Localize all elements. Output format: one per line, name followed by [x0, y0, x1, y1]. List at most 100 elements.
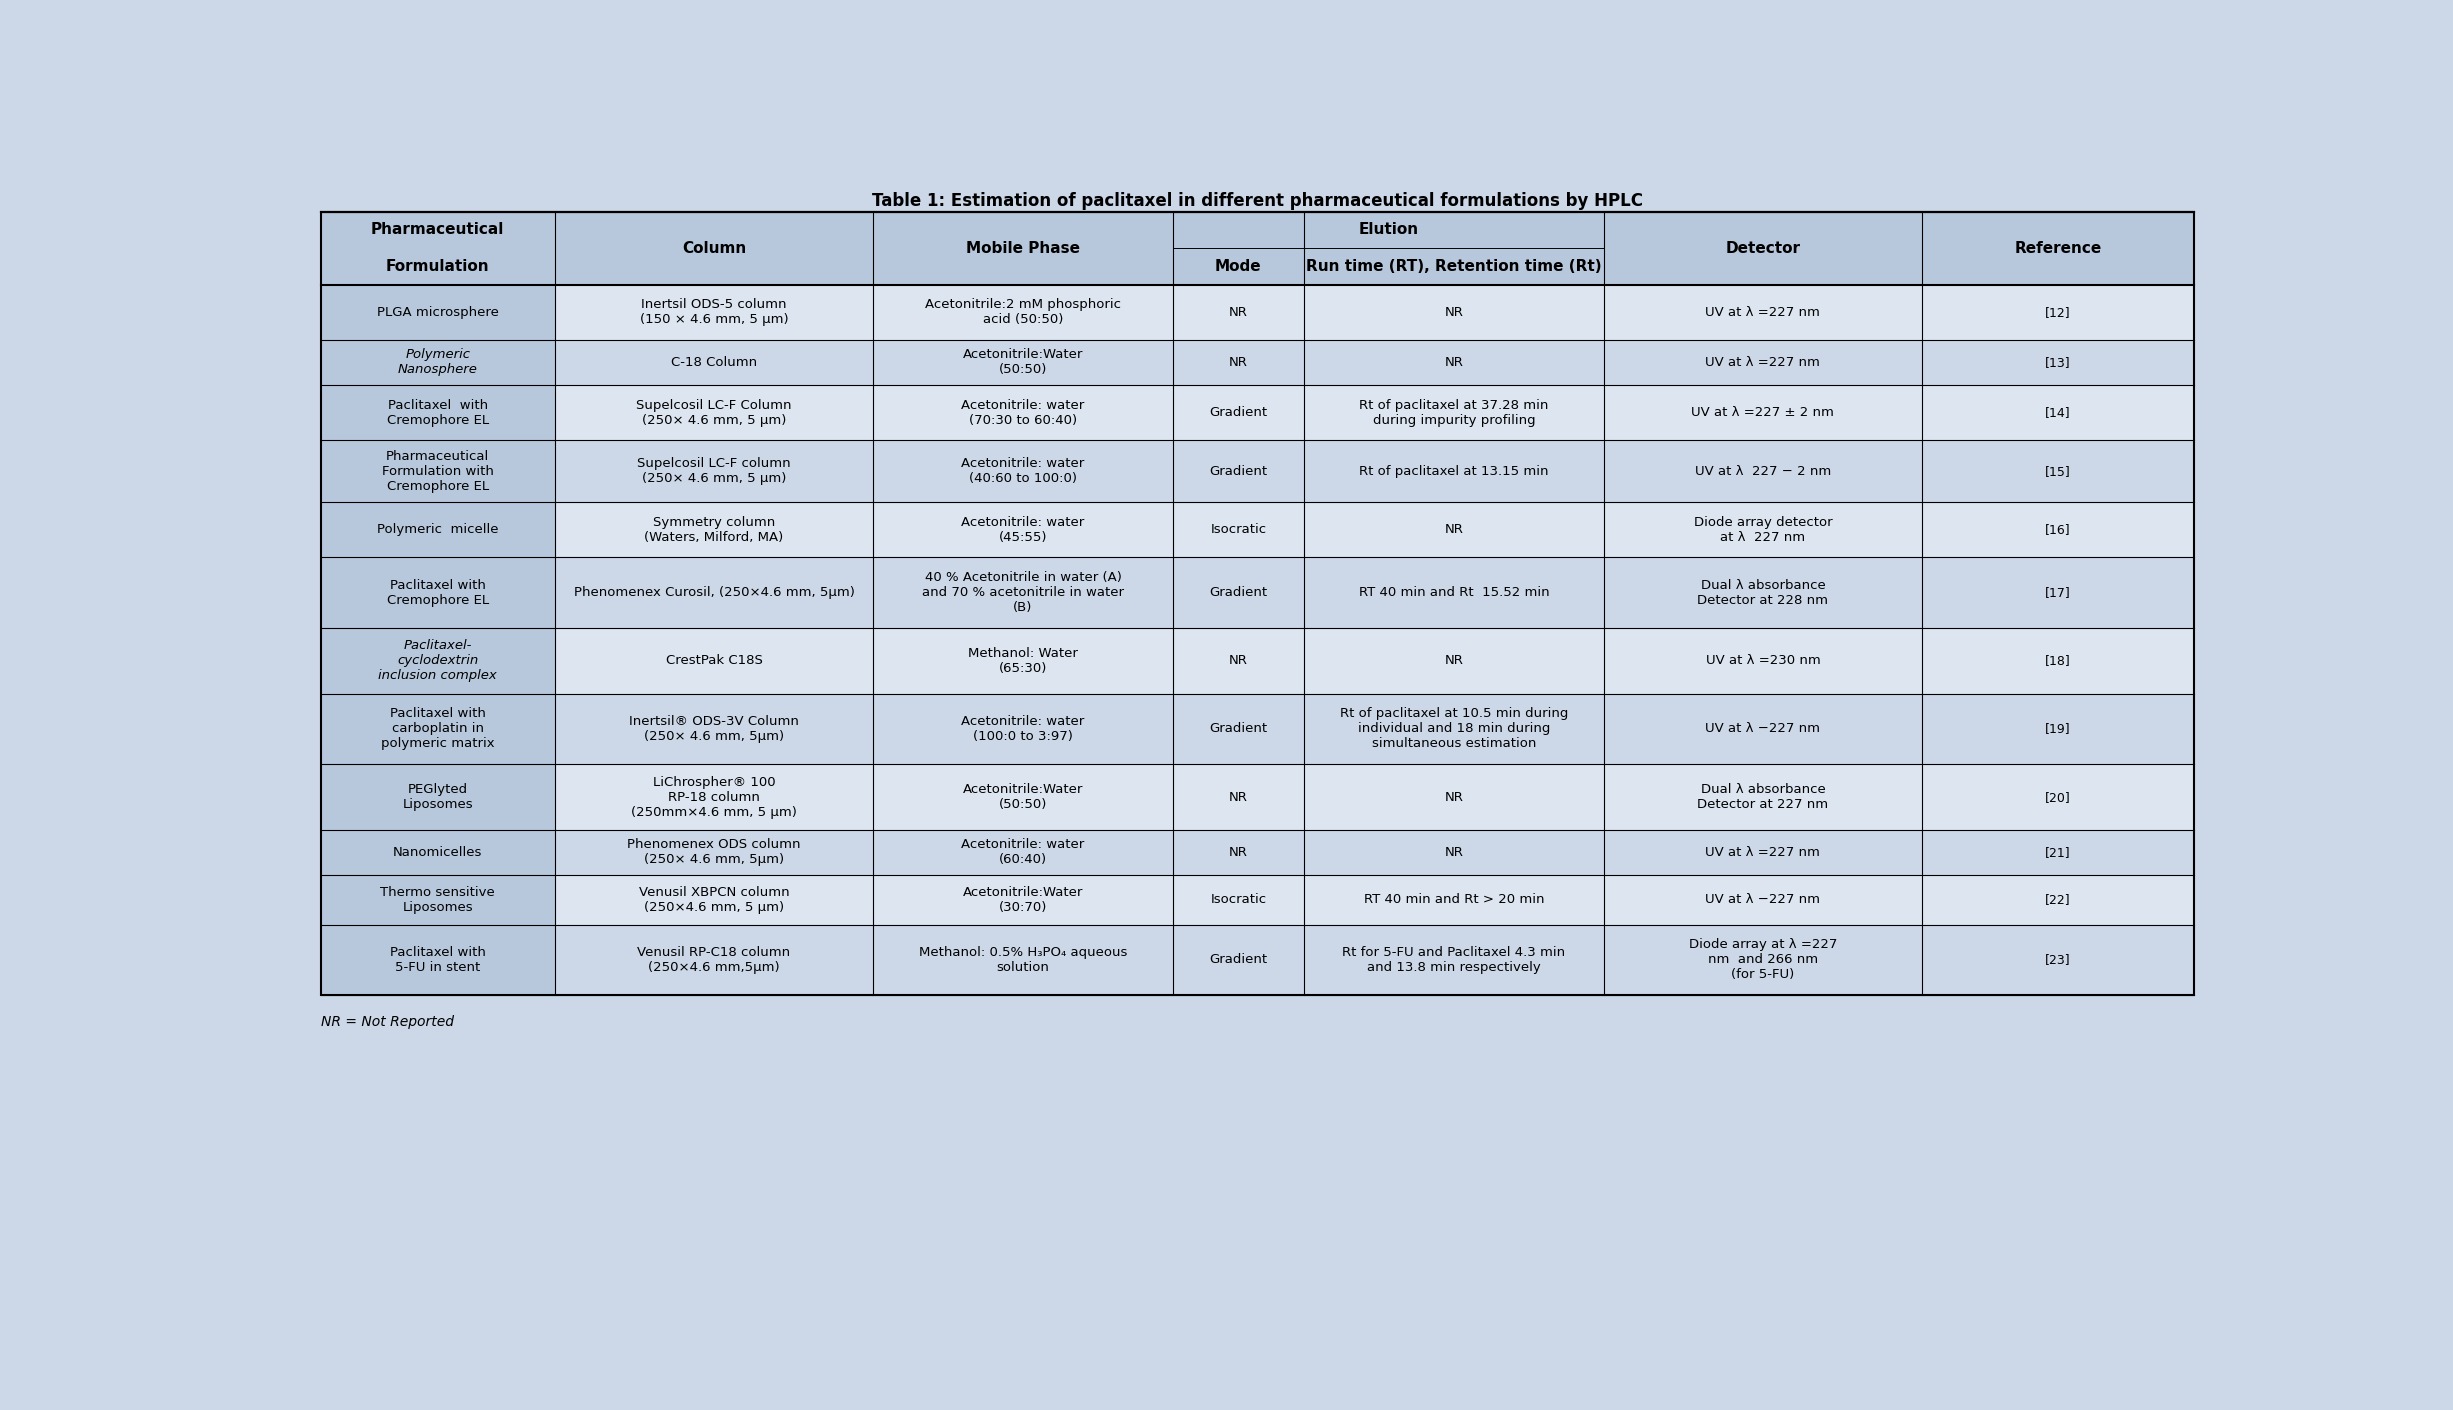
- Text: Paclitaxel with
Cremophore EL: Paclitaxel with Cremophore EL: [388, 578, 488, 606]
- Text: LiChrospher® 100
RP-18 column
(250mm×4.6 mm, 5 μm): LiChrospher® 100 RP-18 column (250mm×4.6…: [630, 776, 797, 819]
- Text: Gradient: Gradient: [1209, 464, 1268, 478]
- Text: [14]: [14]: [2046, 406, 2070, 419]
- Bar: [321, 874, 554, 925]
- Text: NR: NR: [1229, 846, 1249, 859]
- Text: Methanol: Water
(65:30): Methanol: Water (65:30): [969, 647, 1077, 675]
- Text: Gradient: Gradient: [1209, 722, 1268, 736]
- Bar: [321, 285, 554, 340]
- Bar: [321, 385, 554, 440]
- Bar: [554, 440, 2193, 502]
- Text: Acetonitrile: water
(100:0 to 3:97): Acetonitrile: water (100:0 to 3:97): [962, 715, 1084, 743]
- Text: [18]: [18]: [2046, 654, 2070, 667]
- Text: UV at λ −227 nm: UV at λ −227 nm: [1705, 893, 1820, 907]
- Text: NR: NR: [1445, 846, 1464, 859]
- Text: NR: NR: [1445, 654, 1464, 667]
- Text: CrestPak C18S: CrestPak C18S: [665, 654, 763, 667]
- Text: RT 40 min and Rt > 20 min: RT 40 min and Rt > 20 min: [1364, 893, 1543, 907]
- Bar: [321, 212, 2193, 285]
- Text: Paclitaxel with
5-FU in stent: Paclitaxel with 5-FU in stent: [390, 946, 486, 974]
- Text: NR = Not Reported: NR = Not Reported: [321, 1015, 454, 1029]
- Text: [15]: [15]: [2046, 464, 2070, 478]
- Bar: [321, 502, 554, 557]
- Text: Supelcosil LC-F column
(250× 4.6 mm, 5 μm): Supelcosil LC-F column (250× 4.6 mm, 5 μ…: [638, 457, 790, 485]
- Bar: [321, 925, 554, 995]
- Text: [20]: [20]: [2046, 791, 2070, 804]
- Text: Isocratic: Isocratic: [1209, 893, 1266, 907]
- Bar: [554, 627, 2193, 694]
- Text: Acetonitrile:Water
(30:70): Acetonitrile:Water (30:70): [964, 885, 1084, 914]
- Text: UV at λ  227 − 2 nm: UV at λ 227 − 2 nm: [1695, 464, 1830, 478]
- Text: [12]: [12]: [2046, 306, 2070, 319]
- Text: Rt of paclitaxel at 10.5 min during
individual and 18 min during
simultaneous es: Rt of paclitaxel at 10.5 min during indi…: [1339, 708, 1567, 750]
- Bar: [554, 764, 2193, 830]
- Bar: [554, 340, 2193, 385]
- Text: Rt of paclitaxel at 13.15 min: Rt of paclitaxel at 13.15 min: [1359, 464, 1548, 478]
- Bar: [321, 440, 554, 502]
- Text: Nanomicelles: Nanomicelles: [392, 846, 483, 859]
- Text: Acetonitrile:Water
(50:50): Acetonitrile:Water (50:50): [964, 783, 1084, 811]
- Text: Gradient: Gradient: [1209, 587, 1268, 599]
- Text: Acetonitrile: water
(40:60 to 100:0): Acetonitrile: water (40:60 to 100:0): [962, 457, 1084, 485]
- Text: Inertsil ODS-5 column
(150 × 4.6 mm, 5 μm): Inertsil ODS-5 column (150 × 4.6 mm, 5 μ…: [640, 299, 787, 327]
- Text: Symmetry column
(Waters, Milford, MA): Symmetry column (Waters, Milford, MA): [645, 516, 783, 544]
- Text: UV at λ =227 nm: UV at λ =227 nm: [1705, 355, 1820, 369]
- Text: Mode: Mode: [1214, 259, 1261, 274]
- Text: Pharmaceutical: Pharmaceutical: [370, 223, 505, 237]
- Text: Acetonitrile:Water
(50:50): Acetonitrile:Water (50:50): [964, 348, 1084, 376]
- Text: [23]: [23]: [2046, 953, 2070, 966]
- Bar: [321, 764, 554, 830]
- Text: Table 1: Estimation of paclitaxel in different pharmaceutical formulations by HP: Table 1: Estimation of paclitaxel in dif…: [871, 192, 1644, 210]
- Bar: [554, 925, 2193, 995]
- Text: NR: NR: [1445, 791, 1464, 804]
- Text: Run time (RT), Retention time (Rt): Run time (RT), Retention time (Rt): [1305, 259, 1602, 274]
- Text: Supelcosil LC-F Column
(250× 4.6 mm, 5 μm): Supelcosil LC-F Column (250× 4.6 mm, 5 μ…: [635, 399, 792, 426]
- Text: [17]: [17]: [2046, 587, 2070, 599]
- Text: Polymeric
Nanosphere: Polymeric Nanosphere: [397, 348, 478, 376]
- Text: NR: NR: [1229, 306, 1249, 319]
- Bar: [554, 694, 2193, 764]
- Bar: [321, 212, 2193, 995]
- Text: [21]: [21]: [2046, 846, 2070, 859]
- Text: Methanol: 0.5% H₃PO₄ aqueous
solution: Methanol: 0.5% H₃PO₄ aqueous solution: [920, 946, 1128, 974]
- Bar: [554, 385, 2193, 440]
- Text: Paclitaxel with
carboplatin in
polymeric matrix: Paclitaxel with carboplatin in polymeric…: [380, 708, 496, 750]
- Text: NR: NR: [1229, 654, 1249, 667]
- Text: Acetonitrile: water
(60:40): Acetonitrile: water (60:40): [962, 838, 1084, 866]
- Text: NR: NR: [1445, 306, 1464, 319]
- Text: Detector: Detector: [1724, 241, 1801, 255]
- Text: Acetonitrile:2 mM phosphoric
acid (50:50): Acetonitrile:2 mM phosphoric acid (50:50…: [925, 299, 1121, 327]
- Text: UV at λ =227 nm: UV at λ =227 nm: [1705, 846, 1820, 859]
- Bar: [554, 874, 2193, 925]
- Text: PLGA microsphere: PLGA microsphere: [378, 306, 498, 319]
- Text: Phenomenex ODS column
(250× 4.6 mm, 5μm): Phenomenex ODS column (250× 4.6 mm, 5μm): [628, 838, 800, 866]
- Bar: [321, 694, 554, 764]
- Text: Isocratic: Isocratic: [1209, 523, 1266, 536]
- Text: NR: NR: [1229, 355, 1249, 369]
- Text: [22]: [22]: [2046, 893, 2070, 907]
- Text: Diode array detector
at λ  227 nm: Diode array detector at λ 227 nm: [1693, 516, 1832, 544]
- Text: Column: Column: [682, 241, 746, 255]
- Bar: [321, 557, 554, 627]
- Text: Formulation: Formulation: [385, 259, 491, 274]
- Text: Rt for 5-FU and Paclitaxel 4.3 min
and 13.8 min respectively: Rt for 5-FU and Paclitaxel 4.3 min and 1…: [1342, 946, 1565, 974]
- Text: UV at λ =227 ± 2 nm: UV at λ =227 ± 2 nm: [1693, 406, 1835, 419]
- Text: [13]: [13]: [2046, 355, 2070, 369]
- Text: Polymeric  micelle: Polymeric micelle: [378, 523, 498, 536]
- Text: Thermo sensitive
Liposomes: Thermo sensitive Liposomes: [380, 885, 496, 914]
- Text: UV at λ =227 nm: UV at λ =227 nm: [1705, 306, 1820, 319]
- Text: [19]: [19]: [2046, 722, 2070, 736]
- Text: Rt of paclitaxel at 37.28 min
during impurity profiling: Rt of paclitaxel at 37.28 min during imp…: [1359, 399, 1548, 426]
- Text: NR: NR: [1229, 791, 1249, 804]
- Text: Gradient: Gradient: [1209, 953, 1268, 966]
- Text: UV at λ −227 nm: UV at λ −227 nm: [1705, 722, 1820, 736]
- Text: Venusil RP-C18 column
(250×4.6 mm,5μm): Venusil RP-C18 column (250×4.6 mm,5μm): [638, 946, 790, 974]
- Text: Acetonitrile: water
(45:55): Acetonitrile: water (45:55): [962, 516, 1084, 544]
- Text: Mobile Phase: Mobile Phase: [966, 241, 1079, 255]
- Text: Phenomenex Curosil, (250×4.6 mm, 5μm): Phenomenex Curosil, (250×4.6 mm, 5μm): [574, 587, 854, 599]
- Bar: [321, 340, 554, 385]
- Text: PEGlyted
Liposomes: PEGlyted Liposomes: [402, 783, 473, 811]
- Text: NR: NR: [1445, 523, 1464, 536]
- Bar: [554, 830, 2193, 874]
- Text: Venusil XBPCN column
(250×4.6 mm, 5 μm): Venusil XBPCN column (250×4.6 mm, 5 μm): [638, 885, 790, 914]
- Bar: [554, 557, 2193, 627]
